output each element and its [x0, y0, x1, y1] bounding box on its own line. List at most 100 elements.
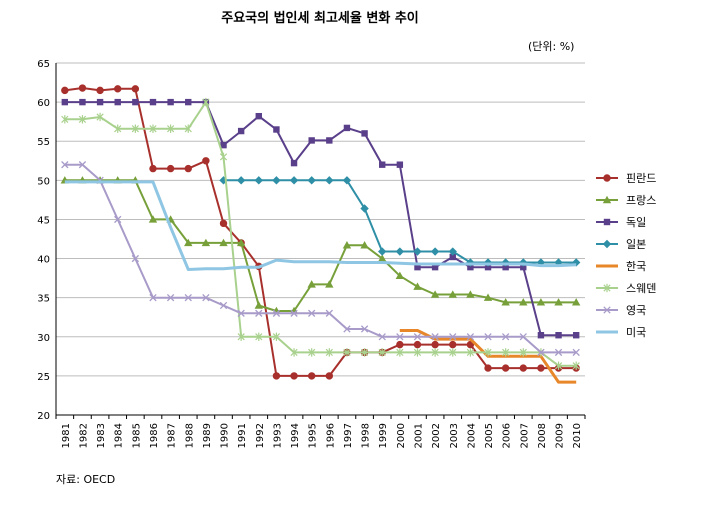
- point-6-2000: [396, 333, 404, 341]
- point-2-2009: [555, 332, 562, 339]
- point-0-1990: [219, 219, 228, 228]
- x-tick-2010: 2010: [572, 423, 583, 448]
- point-5-1999: [378, 348, 386, 357]
- point-3-1991: [236, 176, 246, 185]
- point-6-1989: [202, 294, 210, 302]
- point-2-1985: [132, 98, 139, 106]
- point-3-2000: [395, 247, 405, 256]
- point-5-1988: [184, 124, 192, 133]
- x-tick-2005: 2005: [484, 423, 495, 448]
- point-2-1994: [290, 159, 298, 167]
- point-6-2003: [449, 333, 457, 341]
- series-line-1: [64, 179, 577, 312]
- legend-label: 프랑스: [626, 194, 656, 207]
- point-0-1988: [184, 164, 192, 173]
- x-tick-1999: 1999: [378, 423, 389, 448]
- x-tick-2002: 2002: [431, 423, 442, 448]
- legend-marker: [602, 195, 612, 204]
- point-1-2000: [395, 271, 405, 279]
- x-tick-1990: 1990: [220, 423, 231, 448]
- x-tick-1989: 1989: [202, 423, 213, 448]
- point-2-2010: [572, 332, 580, 339]
- point-0-2005: [484, 364, 492, 372]
- point-5-2002: [431, 348, 439, 357]
- point-2-2001: [414, 263, 421, 271]
- point-3-2001: [413, 247, 422, 256]
- point-1-2006: [501, 298, 510, 306]
- x-tick-2009: 2009: [555, 423, 566, 448]
- y-tick-35: 35: [37, 294, 50, 305]
- point-2-1998: [361, 130, 368, 137]
- legend-label: 일본: [626, 237, 646, 251]
- point-3-1995: [307, 176, 316, 185]
- legend-marker: [603, 218, 611, 226]
- point-6-1988: [184, 294, 192, 302]
- series-0: [61, 84, 580, 380]
- x-tick-2007: 2007: [519, 423, 530, 448]
- point-3-1996: [325, 176, 334, 185]
- point-5-1981: [61, 115, 69, 124]
- point-5-1998: [360, 348, 369, 357]
- legend-item-6: 영국: [596, 304, 646, 317]
- series-7: [64, 180, 577, 271]
- point-3-1994: [289, 176, 299, 185]
- x-tick-2006: 2006: [502, 423, 513, 448]
- point-0-1996: [325, 372, 334, 380]
- point-2-1981: [61, 98, 69, 106]
- point-6-2005: [484, 333, 492, 341]
- gridlines: [56, 62, 585, 416]
- point-1-2008: [536, 298, 546, 306]
- point-0-1983: [96, 86, 104, 95]
- x-tick-1982: 1982: [78, 423, 89, 448]
- y-tick-55: 55: [37, 137, 50, 148]
- point-0-1981: [61, 86, 69, 95]
- series-5: [61, 97, 580, 370]
- series-1: [60, 176, 581, 315]
- point-1-2005: [483, 293, 493, 301]
- point-6-1994: [290, 309, 298, 317]
- point-5-2003: [449, 348, 457, 357]
- point-5-2009: [554, 361, 563, 370]
- point-1-2007: [519, 298, 528, 306]
- point-6-1997: [343, 325, 351, 333]
- legend-label: 독일: [626, 215, 646, 229]
- series-lines: [60, 84, 581, 384]
- point-3-2002: [430, 247, 440, 256]
- point-6-2007: [519, 333, 527, 341]
- point-6-2009: [554, 348, 563, 357]
- point-5-1987: [166, 124, 175, 133]
- y-tick-labels: 20 25 30 35 40 45 50 55 60 65: [37, 59, 50, 422]
- y-tick-60: 60: [37, 98, 50, 109]
- point-5-1985: [131, 124, 139, 133]
- point-5-2010: [572, 361, 580, 370]
- point-2-1995: [308, 137, 315, 144]
- legend-label: 핀란드: [626, 172, 656, 185]
- series-line-7: [64, 180, 577, 271]
- point-5-1997: [343, 348, 351, 357]
- y-tick-45: 45: [37, 215, 50, 226]
- point-5-2004: [466, 348, 475, 357]
- point-2-2002: [431, 263, 439, 271]
- point-6-1995: [308, 309, 316, 317]
- point-0-1989: [202, 157, 210, 165]
- point-1-2003: [448, 290, 457, 298]
- point-6-1998: [360, 325, 369, 333]
- point-6-2008: [537, 348, 545, 357]
- point-6-2001: [413, 333, 422, 341]
- source-note: 자료: OECD: [56, 473, 115, 486]
- point-6-2010: [572, 348, 580, 357]
- point-2-1999: [379, 161, 386, 168]
- point-5-2006: [502, 348, 510, 357]
- point-1-2010: [571, 298, 581, 306]
- point-5-1996: [325, 348, 333, 357]
- point-6-1999: [378, 333, 386, 341]
- point-2-2006: [502, 263, 509, 271]
- x-tick-2004: 2004: [466, 423, 477, 448]
- point-0-2000: [396, 340, 404, 349]
- point-0-2003: [449, 340, 457, 349]
- x-tick-2003: 2003: [449, 423, 460, 448]
- point-5-2000: [396, 348, 404, 357]
- point-6-2006: [501, 333, 510, 341]
- point-6-1981: [61, 161, 69, 169]
- point-6-1990: [219, 301, 228, 310]
